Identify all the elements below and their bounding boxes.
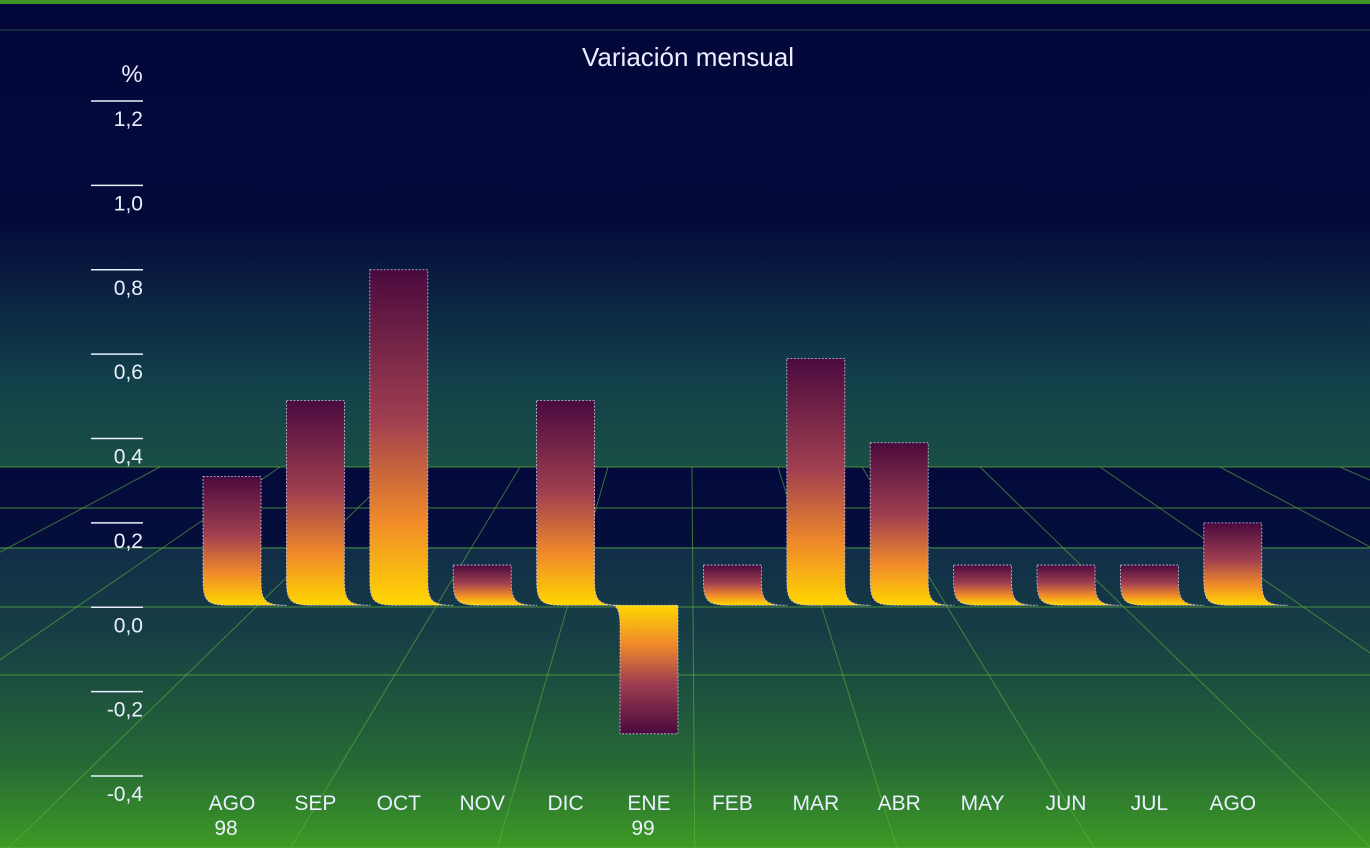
x-tick-label: DIC (548, 792, 584, 815)
y-tick-label: 1,2 (114, 108, 143, 131)
bar-3 (369, 269, 454, 606)
x-tick-label: NOV (459, 792, 505, 815)
bar-8 (786, 357, 871, 606)
y-axis: 1,2 1,0 0,8 0,6 0,4 0,2 0,0 -0,2 -0,4 (91, 100, 144, 806)
x-tick-label: ENE (627, 792, 670, 815)
bar-11 (1036, 564, 1122, 606)
bar-4 (452, 564, 538, 606)
bar-13 (1203, 522, 1288, 606)
x-tick-sublabel: 98 (214, 817, 237, 840)
y-tick-label: -0,2 (107, 699, 143, 722)
y-tick-label: 0,0 (114, 614, 143, 637)
chart-title: Variación mensual (582, 42, 794, 72)
x-tick-label: JUN (1046, 792, 1087, 815)
y-tick-label: 1,0 (114, 192, 143, 215)
x-tick-label: ABR (878, 792, 921, 815)
y-tick-label: -0,4 (107, 783, 144, 806)
grid-line-depth (691, 466, 696, 848)
grid-line-depth (0, 466, 161, 553)
x-tick-label: AGO (1209, 792, 1256, 815)
grid-line-depth (979, 466, 1370, 848)
x-tick-label: MAR (792, 792, 839, 815)
bar-10 (953, 564, 1038, 606)
bars (202, 269, 1288, 735)
x-tick-label: AGO (209, 792, 256, 815)
y-tick-label: 0,6 (114, 361, 143, 384)
x-tick-label: MAY (961, 792, 1005, 815)
x-tick-label: JUL (1131, 792, 1168, 815)
bar-1 (202, 476, 288, 606)
x-tick-label: FEB (712, 792, 753, 815)
bar-7 (703, 564, 788, 606)
y-tick-label: 0,8 (114, 277, 143, 300)
x-tick-label: SEP (294, 792, 336, 815)
grid-line-depth (290, 466, 521, 848)
y-tick-label: 0,4 (114, 446, 144, 469)
bar-12 (1120, 564, 1205, 606)
grid-line-depth (0, 466, 281, 661)
x-tick-sublabel: 99 (631, 817, 654, 840)
bar-9 (869, 442, 955, 606)
bar-6 (611, 604, 679, 735)
grid-line-depth (1219, 466, 1370, 548)
bar-2 (286, 400, 371, 606)
top-edge (0, 0, 1370, 4)
grid-line-depth (1099, 466, 1370, 654)
y-axis-unit: % (121, 61, 142, 88)
x-tick-label: OCT (377, 792, 422, 815)
y-tick-label: 0,2 (114, 530, 143, 553)
